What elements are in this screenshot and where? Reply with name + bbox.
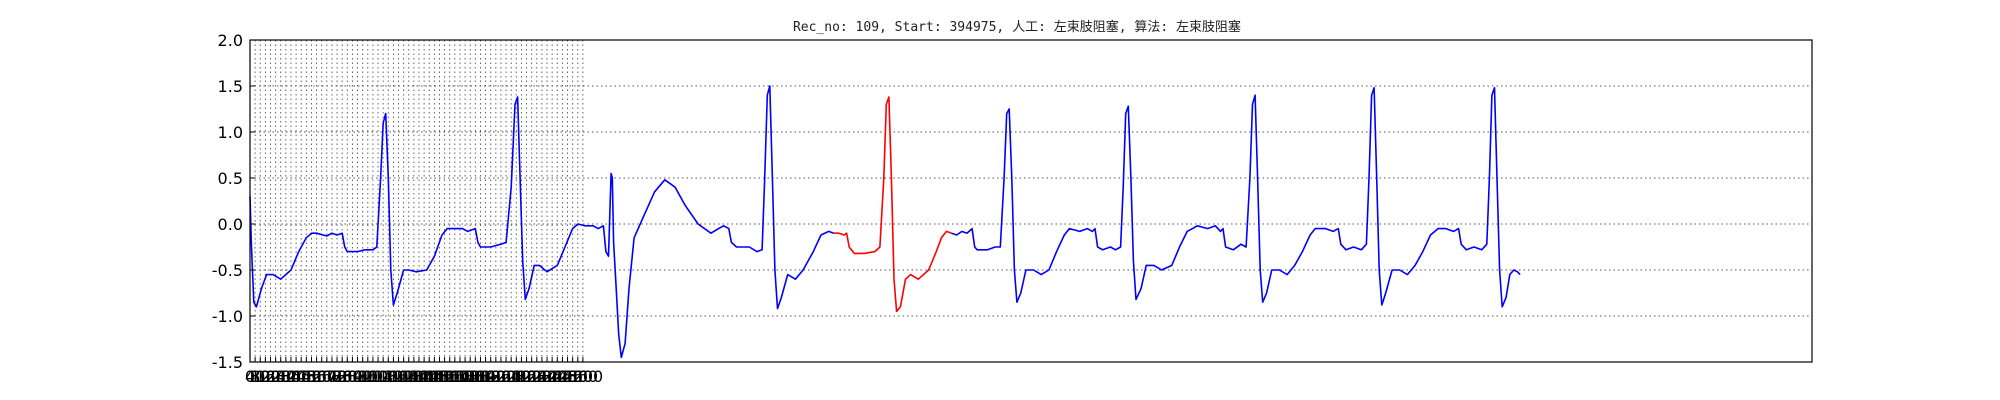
x-tick-label: 1240 xyxy=(388,367,429,386)
x-tick-label: 2400 xyxy=(537,367,578,386)
y-tick-label: -1.5 xyxy=(212,353,243,372)
x-tick-label: 1760 xyxy=(455,367,496,386)
x-tick-label: 640 xyxy=(317,367,348,386)
x-tick-label: 1440 xyxy=(414,367,455,386)
x-tick-label: 280 xyxy=(271,367,302,386)
x-tick-label: 1320 xyxy=(399,367,440,386)
ecg-series-line-2 xyxy=(833,96,952,313)
x-tick-label: 2360 xyxy=(532,367,573,386)
y-tick-label: 0.5 xyxy=(218,169,243,188)
x-tick-label: 2200 xyxy=(511,367,552,386)
x-tick-label: 320 xyxy=(276,367,307,386)
x-tick-label: 1480 xyxy=(419,367,460,386)
x-tick-label: 2040 xyxy=(491,367,532,386)
x-tick-label: 1680 xyxy=(445,367,486,386)
x-tick-label: 1040 xyxy=(363,367,404,386)
x-tick-label: 2320 xyxy=(527,367,568,386)
x-tick-label: 160 xyxy=(255,367,286,386)
x-tick-label: 840 xyxy=(342,367,373,386)
x-tick-label: 2600 xyxy=(563,367,604,386)
ecg-series-line-1 xyxy=(249,85,835,359)
series-lines xyxy=(249,85,1521,359)
x-tick-label: 2480 xyxy=(547,367,588,386)
y-tick-label: -0.5 xyxy=(212,261,243,280)
y-tick-label: 1.0 xyxy=(218,123,243,142)
x-tick-label: 2120 xyxy=(501,367,542,386)
x-tick-label: 800 xyxy=(337,367,368,386)
x-tick-label: 680 xyxy=(322,367,353,386)
x-tick-label: 1200 xyxy=(383,367,424,386)
x-tick-label: 360 xyxy=(281,367,312,386)
x-tick-label: 1960 xyxy=(481,367,522,386)
x-tick-label: 1280 xyxy=(394,367,435,386)
chart-title: Rec_no: 109, Start: 394975, 人工: 左束肢阻塞, 算… xyxy=(793,19,1241,35)
x-tick-label: 1520 xyxy=(424,367,465,386)
x-tick-label: 2440 xyxy=(542,367,583,386)
y-tick-label: 2.0 xyxy=(218,31,243,50)
x-tick-label: 80 xyxy=(250,367,270,386)
x-tick-label: 200 xyxy=(260,367,291,386)
x-tick-label: 1560 xyxy=(429,367,470,386)
y-tick-label: 0.0 xyxy=(218,215,243,234)
x-tick-label: 600 xyxy=(312,367,343,386)
plot-frame xyxy=(249,39,1813,363)
x-tick-label: 400 xyxy=(286,367,317,386)
x-tick-label: 2240 xyxy=(516,367,557,386)
x-tick-label: 520 xyxy=(301,367,332,386)
ecg-series-line-3 xyxy=(951,87,1521,308)
x-tick-label: 40 xyxy=(245,367,265,386)
x-tick-label: 480 xyxy=(296,367,327,386)
x-tick-label: 1720 xyxy=(450,367,491,386)
x-tick-label: 2560 xyxy=(557,367,598,386)
x-tick-label: 880 xyxy=(347,367,378,386)
x-tick-label: 1000 xyxy=(358,367,399,386)
x-tick-label: 1880 xyxy=(470,367,511,386)
x-tick-label: 2280 xyxy=(522,367,563,386)
x-tick-label: 2000 xyxy=(486,367,527,386)
x-tick-label: 1600 xyxy=(434,367,475,386)
x-axis-ticks: 0408012016020024028032036040044048052056… xyxy=(245,357,603,386)
x-tick-label: 1160 xyxy=(378,367,419,386)
x-tick-label: 1400 xyxy=(409,367,450,386)
x-tick-label: 2080 xyxy=(496,367,537,386)
x-tick-label: 1360 xyxy=(404,367,445,386)
y-axis-ticks: -1.5 -1.0 -0.5 0.0 0.5 1.0 1.5 2.0 xyxy=(212,31,255,372)
x-tick-label: 0 xyxy=(245,367,255,386)
x-tick-label: 120 xyxy=(250,367,281,386)
x-tick-label: 1800 xyxy=(460,367,501,386)
y-tick-label: -1.0 xyxy=(212,307,243,326)
x-tick-label: 240 xyxy=(265,367,296,386)
x-tick-label: 1920 xyxy=(475,367,516,386)
x-tick-label: 720 xyxy=(327,367,358,386)
grid-lines xyxy=(250,40,1812,362)
x-tick-label: 2160 xyxy=(506,367,547,386)
x-tick-label: 960 xyxy=(358,367,389,386)
x-tick-label: 760 xyxy=(332,367,363,386)
x-tick-label: 1120 xyxy=(373,367,414,386)
x-tick-label: 1080 xyxy=(368,367,409,386)
x-tick-label: 440 xyxy=(291,367,322,386)
y-tick-label: 1.5 xyxy=(218,77,243,96)
x-tick-label: 920 xyxy=(353,367,384,386)
x-tick-label: 560 xyxy=(306,367,337,386)
x-tick-label: 1640 xyxy=(440,367,481,386)
x-tick-label: 1840 xyxy=(465,367,506,386)
x-tick-label: 2520 xyxy=(552,367,593,386)
